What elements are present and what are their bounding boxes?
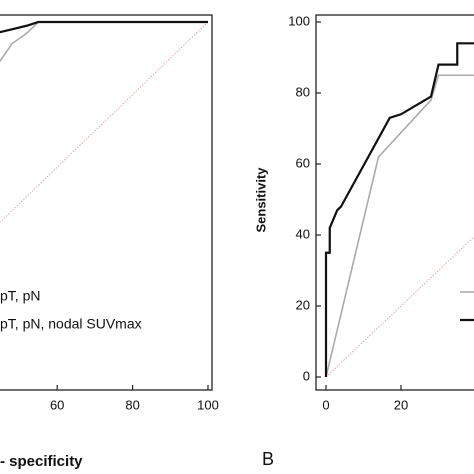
x-tick-label: 20 — [394, 397, 408, 412]
panel-label: B — [262, 449, 274, 469]
plot-frame — [315, 14, 474, 391]
y-tick-label: 60 — [296, 155, 310, 170]
plot-area — [0, 20, 209, 223]
roc-curve — [324, 42, 474, 377]
plot-frame — [0, 14, 213, 391]
y-axis-label: Sensitivity — [253, 167, 268, 233]
plot-area — [324, 42, 474, 378]
y-tick-label: 100 — [288, 13, 310, 28]
y-tick-label: 80 — [296, 84, 310, 99]
roc-curve — [0, 20, 208, 34]
roc-curve — [0, 21, 208, 63]
y-tick-label: 40 — [296, 226, 310, 241]
reference-diagonal — [0, 21, 209, 223]
x-tick-label: 100 — [197, 397, 219, 412]
x-tick-label: 0 — [322, 397, 329, 412]
x-axis-label: - specificity — [0, 453, 83, 470]
legend-label: pT, pN — [0, 288, 40, 304]
x-tick-label: 80 — [125, 397, 139, 412]
y-tick-label: 20 — [296, 297, 310, 312]
roc-curve — [325, 74, 474, 378]
y-tick-label: 0 — [303, 368, 310, 383]
x-tick-label: 60 — [50, 397, 64, 412]
legend-label: pT, pN, nodal SUVmax — [0, 316, 142, 332]
